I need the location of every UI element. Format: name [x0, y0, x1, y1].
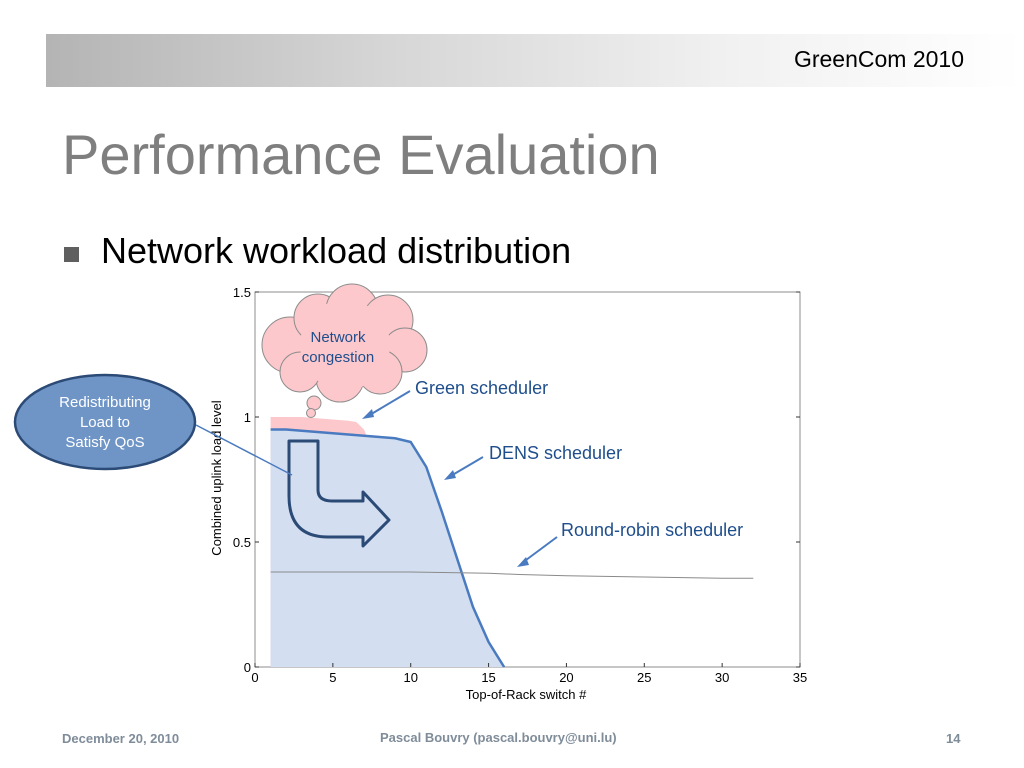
redistribution-arrow-icon — [287, 439, 391, 548]
round-robin-arrowhead-icon — [517, 557, 529, 567]
dens-scheduler-label: DENS scheduler — [489, 443, 622, 463]
x-tick-label: 20 — [559, 670, 573, 685]
y-axis-label: Combined uplink load level — [209, 400, 224, 555]
conference-name: GreenCom 2010 — [793, 46, 964, 72]
slide-title: Performance Evaluation — [62, 123, 660, 186]
dens-scheduler-area — [270, 429, 505, 667]
x-tick-label: 10 — [403, 670, 417, 685]
dens-scheduler-line — [270, 428, 506, 668]
y-axis-ticks: 0 0.5 1 1.5 — [233, 285, 800, 675]
redistribute-connector — [195, 424, 293, 476]
x-tick-label: 15 — [481, 670, 495, 685]
footer-date: December 20, 2010 — [62, 731, 180, 746]
x-tick-label: 0 — [251, 670, 258, 685]
y-tick-label: 0.5 — [233, 535, 251, 550]
x-tick-label: 5 — [329, 670, 336, 685]
redistribute-label-line2: Load to — [80, 414, 130, 431]
x-tick-label: 30 — [715, 670, 729, 685]
bullet-text: Network workload distribution — [101, 230, 572, 271]
y-tick-label: 1 — [244, 410, 251, 425]
redistribute-oval — [13, 373, 197, 471]
green-scheduler-pointer — [367, 390, 411, 417]
bullet-square-icon — [64, 247, 79, 262]
round-robin-label: Round-robin scheduler — [561, 520, 743, 540]
x-tick-label: 35 — [793, 670, 807, 685]
dens-scheduler-pointer — [448, 456, 484, 478]
green-arrowhead-icon — [362, 409, 374, 419]
x-tick-label: 25 — [637, 670, 651, 685]
y-tick-label: 1.5 — [233, 285, 251, 300]
redistribute-label-line1: Redistributing — [59, 394, 151, 411]
y-tick-label: 0 — [244, 660, 251, 675]
footer-author: Pascal Bouvry (pascal.bouvry@uni.lu) — [380, 730, 617, 745]
x-axis-ticks: 0 5 10 15 20 25 30 35 — [251, 663, 807, 685]
round-robin-pointer — [521, 536, 558, 564]
congestion-label-line1: Network — [310, 329, 366, 346]
congestion-label-line2: congestion — [302, 349, 375, 366]
footer-page-number: 14 — [946, 731, 961, 746]
redistribute-label-line3: Satisfy QoS — [65, 434, 144, 451]
header-bar — [46, 34, 1024, 87]
congestion-cloud — [261, 283, 428, 418]
dens-arrowhead-icon — [444, 470, 456, 480]
x-axis-label: Top-of-Rack switch # — [466, 687, 587, 702]
green-scheduler-label: Green scheduler — [415, 378, 548, 398]
round-robin-scheduler-line — [270, 571, 754, 579]
